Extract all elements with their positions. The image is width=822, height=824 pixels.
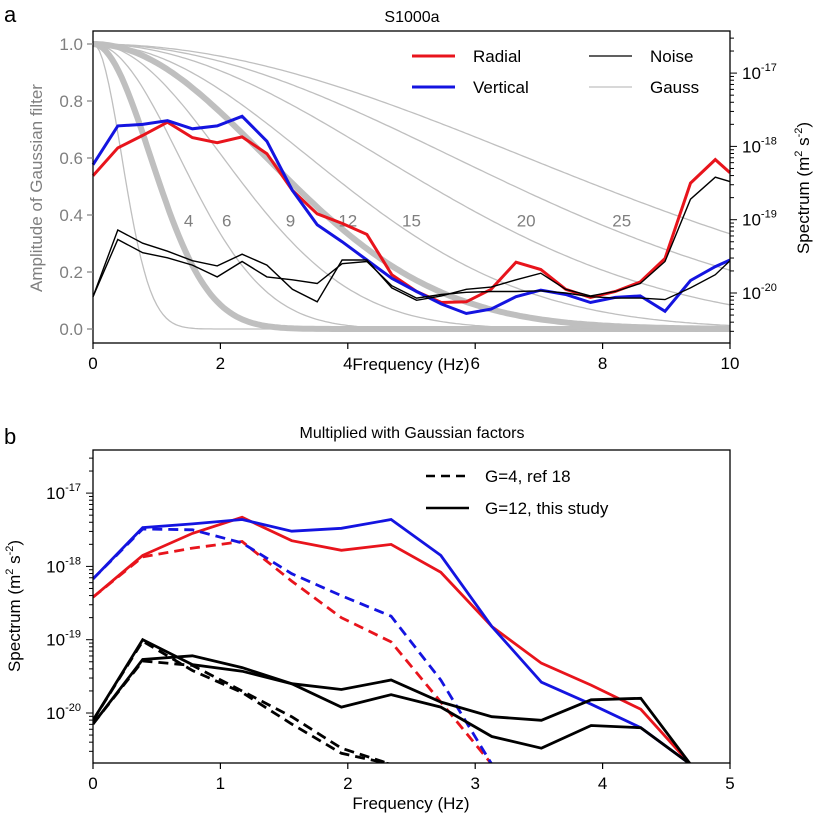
panel-b-legend: G=4, ref 18 G=12, this study: [426, 467, 609, 518]
x-tick-label: 0: [88, 774, 97, 793]
y-tick-label-left: 0.8: [59, 92, 83, 111]
x-tick-label: 2: [343, 774, 352, 793]
series-line-noise-2-g-12: [93, 654, 692, 763]
y-tick-label-left: 0.2: [59, 263, 83, 282]
legend-label-noise: Noise: [650, 47, 693, 66]
series-line-noise-2-g-4: [93, 659, 392, 763]
x-tick-label: 5: [725, 774, 734, 793]
gauss-curve-20: [93, 43, 731, 306]
panel-b-x-ticks: 0 1 2 3 4 5: [88, 763, 735, 793]
panel-a-title: S1000a: [384, 9, 439, 26]
y-tick-label-right: 10-20: [742, 282, 777, 303]
series-line-noise-1-g-12: [93, 637, 692, 763]
gauss-label-9: 9: [286, 212, 295, 231]
gauss-curves: [92, 41, 731, 332]
legend-label-g4: G=4, ref 18: [485, 467, 571, 486]
panel-a-x-ticks: 0 2 4 6 8 10: [88, 343, 739, 373]
y-tick-label-left: 0.6: [59, 149, 83, 168]
x-tick-label: 4: [343, 354, 352, 373]
x-tick-label: 0: [88, 354, 97, 373]
panel-a-series: [91, 114, 732, 316]
series-line-radial-g-4: [93, 540, 493, 763]
panel-b: b Multiplied with Gaussian factors 0 1 2 3 4…: [4, 424, 735, 813]
legend-label-g12: G=12, this study: [485, 499, 609, 518]
panel-b-y-axis-title: Spectrum (m2 s-2): [4, 540, 24, 672]
x-tick-label: 8: [598, 354, 607, 373]
panel-a-legend: Radial Vertical Noise Gauss: [412, 47, 699, 97]
panel-a-frame: [92, 30, 731, 344]
gauss-curve-25: [93, 43, 731, 271]
y-tick-label: 10-17: [46, 482, 81, 503]
x-tick-label: 2: [216, 354, 225, 373]
panel-a-x-axis-title: Frequency (Hz): [352, 355, 469, 374]
series-line-noise-2: [92, 176, 731, 303]
gauss-factor-labels: 4 6 9 12 15 20 25: [184, 212, 631, 231]
panel-a-y-ticks-right: 10-20 10-19 10-18 10-17: [730, 37, 777, 332]
panel-a: a S1000a 4 6 9 12 15 20 25 0 2 4 6 8 10 0.00.20.40.…: [4, 2, 813, 374]
gauss-label-12: 12: [338, 212, 357, 231]
panel-a-y-ticks-left: 0.0 0.2 0.4 0.6 0.8 1.0: [59, 35, 93, 339]
gauss-label-25: 25: [612, 212, 631, 231]
panel-a-letter: a: [4, 2, 17, 27]
x-tick-label: 10: [721, 354, 740, 373]
y-tick-label-right: 10-19: [742, 209, 777, 230]
gauss-label-15: 15: [402, 212, 421, 231]
gauss-label-4: 4: [184, 212, 193, 231]
gauss-curve-12: [93, 41, 730, 332]
gauss-label-6: 6: [222, 212, 231, 231]
legend-label-radial: Radial: [473, 47, 521, 66]
x-tick-label: 4: [598, 774, 607, 793]
panel-a-y-axis-title-left: Amplitude of Gaussian filter: [27, 84, 46, 292]
y-tick-label-right: 10-18: [742, 135, 777, 156]
series-line-radial-g-12: [93, 515, 692, 763]
gauss-curve-15: [93, 43, 731, 327]
y-tick-label-left: 0.0: [59, 320, 83, 339]
panel-a-y-axis-title-right: Spectrum (m2 s-2): [793, 122, 813, 254]
x-tick-label: 6: [470, 354, 479, 373]
y-tick-label-left: 0.4: [59, 206, 83, 225]
series-line-vertical-g-4: [93, 527, 493, 763]
x-tick-label: 3: [470, 774, 479, 793]
panel-b-x-axis-title: Frequency (Hz): [352, 794, 469, 813]
y-tick-label-right: 10-17: [742, 62, 777, 83]
panel-b-series: [93, 515, 692, 763]
legend-label-vertical: Vertical: [473, 78, 529, 97]
y-tick-label: 10-20: [46, 702, 81, 723]
y-tick-label: 10-19: [46, 629, 81, 650]
panel-b-y-ticks: 10-20 10-19 10-18 10-17: [46, 457, 93, 752]
legend-label-gauss: Gauss: [650, 78, 699, 97]
x-tick-label: 1: [216, 774, 225, 793]
panel-b-letter: b: [4, 424, 16, 449]
series-line-vertical-g-12: [93, 518, 692, 763]
panel-b-title: Multiplied with Gaussian factors: [300, 425, 525, 442]
panel-b-frame: [92, 449, 731, 764]
gauss-curve-30: [93, 43, 731, 235]
series-line-vertical: [91, 114, 731, 316]
series-line-noise-1: [92, 238, 731, 301]
series-line-noise-1-g-4: [93, 639, 392, 763]
gauss-label-20: 20: [517, 212, 536, 231]
y-tick-label-left: 1.0: [59, 35, 83, 54]
y-tick-label: 10-18: [46, 555, 81, 576]
